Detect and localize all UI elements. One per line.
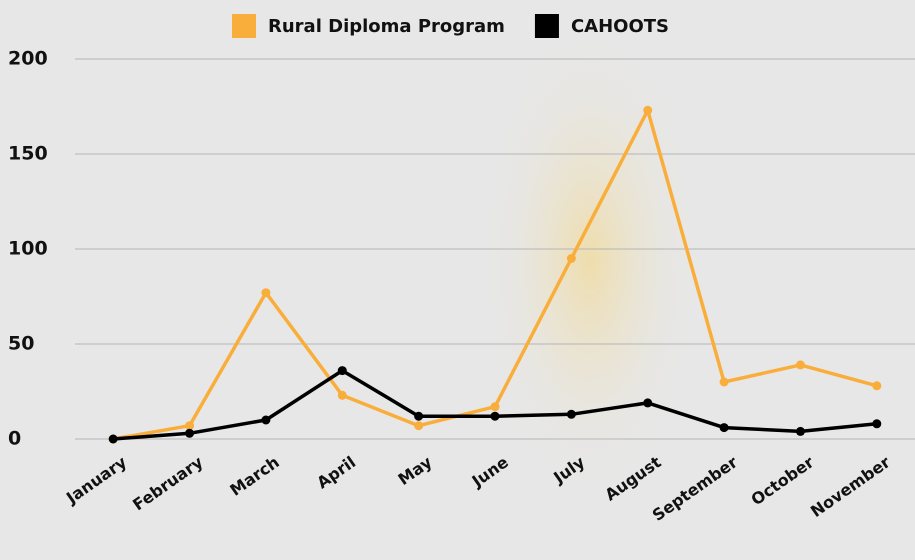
background-decoration <box>480 20 700 500</box>
data-point <box>796 427 805 436</box>
legend-label: CAHOOTS <box>571 16 669 37</box>
data-point <box>338 391 347 400</box>
legend-swatch <box>232 14 256 38</box>
data-point <box>261 416 270 425</box>
x-tick-label: February <box>129 452 207 514</box>
x-tick-label: September <box>649 452 741 525</box>
data-point <box>567 410 576 419</box>
data-point <box>414 412 423 421</box>
x-tick-label: April <box>313 452 359 492</box>
y-tick-label: 100 <box>8 238 48 260</box>
legend-swatch <box>535 14 559 38</box>
data-point <box>720 378 729 387</box>
y-tick-label: 50 <box>8 333 34 355</box>
data-point <box>720 423 729 432</box>
data-point <box>491 402 500 411</box>
data-point <box>338 366 347 375</box>
x-tick-label: June <box>468 452 512 491</box>
data-point <box>872 381 881 390</box>
x-tick-label: November <box>807 452 894 521</box>
data-point <box>796 360 805 369</box>
data-point <box>491 412 500 421</box>
x-tick-label: May <box>395 452 436 489</box>
x-tick-label: October <box>748 452 818 509</box>
data-point <box>414 421 423 430</box>
x-tick-label: January <box>62 452 130 508</box>
data-point <box>643 106 652 115</box>
data-point <box>185 429 194 438</box>
data-point <box>643 398 652 407</box>
chart: 0 50 100 150 200 JanuaryFebruary March April May… <box>0 0 915 560</box>
page: {"chart_data": {"type": "line", "categor… <box>0 0 915 560</box>
legend-label: Rural Diploma Program <box>268 16 505 37</box>
y-tick-label: 0 <box>8 428 21 450</box>
data-point <box>567 254 576 263</box>
data-point <box>872 419 881 428</box>
x-tick-label: March <box>226 452 282 499</box>
legend: Rural Diploma Program CAHOOTS <box>232 14 669 38</box>
data-point <box>109 435 118 444</box>
data-point <box>261 288 270 297</box>
y-tick-label: 200 <box>8 48 48 70</box>
y-tick-label: 150 <box>8 143 48 165</box>
